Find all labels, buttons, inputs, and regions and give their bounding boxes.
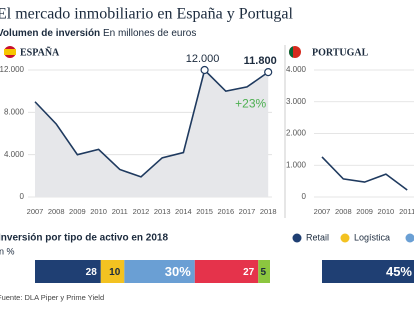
point [264, 68, 273, 77]
annotation: 11.800 [244, 55, 277, 67]
bar-label: 45% [386, 264, 412, 279]
legend-dot [292, 233, 302, 243]
bar-label: 28 [86, 267, 98, 278]
y-tick-label: 4.000 [286, 65, 307, 74]
x-tick-label: 2012 [133, 207, 150, 216]
bar-title: Inversión por tipo de activo en 2018 [0, 233, 168, 244]
y-tick-label: 0 [302, 192, 307, 201]
flag-spain-band [4, 49, 16, 55]
x-tick-label: 2010 [90, 207, 107, 216]
bar-unit: En % [0, 246, 15, 256]
area [35, 70, 269, 197]
x-tick-label: 2016 [217, 207, 234, 216]
bar-label: 10 [109, 267, 121, 278]
x-tick-label: 2007 [314, 207, 331, 216]
legend-dot [405, 233, 414, 243]
x-tick-label: 2015 [196, 207, 213, 216]
panel-title: ESPAÑA [20, 46, 60, 58]
x-tick-label: 2011 [112, 207, 128, 216]
y-tick-label: 1.000 [286, 160, 307, 169]
x-tick-label: 2013 [154, 207, 171, 216]
y-tick-label: 12.000 [0, 65, 25, 74]
y-tick-label: 4.000 [4, 150, 25, 159]
y-tick-label: 8.000 [4, 107, 25, 116]
bar-label: 30% [165, 264, 191, 279]
bar-segment [100, 260, 125, 283]
bar-segment [322, 260, 414, 283]
source: Fuente: DLA Piper y Prime Yield [0, 293, 104, 302]
x-tick-label: 2007 [27, 207, 44, 216]
x-tick-label: 2010 [378, 207, 395, 216]
bar-segment [258, 260, 270, 283]
bar-label: 27 [243, 267, 255, 278]
bar-segment [194, 260, 259, 283]
x-tick-label: 2011 [399, 207, 414, 216]
bar-segment [124, 260, 195, 283]
subtitle: Volumen de inversión En millones de euro… [0, 28, 196, 39]
annotation: 12.000 [186, 53, 220, 65]
legend-dot [340, 233, 350, 243]
point [200, 65, 209, 75]
x-tick-label: 2009 [356, 207, 373, 216]
bar-segment [35, 260, 101, 283]
y-tick-label: 3.000 [286, 97, 307, 106]
panel-title: PORTUGAL [312, 47, 369, 58]
legend-label: Retail [306, 232, 329, 242]
flag-portugal-band [288, 46, 293, 58]
x-tick-label: 2008 [48, 207, 65, 216]
subtitle-bold: Volumen de inversión [0, 28, 100, 39]
x-tick-label: 2009 [69, 207, 86, 216]
y-tick-label: 2.000 [286, 129, 307, 138]
x-tick-label: 2008 [335, 207, 352, 216]
x-tick-label: 2018 [260, 207, 277, 216]
x-tick-label: 2014 [175, 207, 192, 216]
subtitle-rest: En millones de euros [103, 28, 196, 39]
legend-label: Logística [354, 232, 390, 242]
line [321, 156, 408, 191]
annotation: +23% [235, 96, 266, 110]
y-tick-label: 0 [20, 192, 25, 201]
line [34, 68, 269, 178]
x-tick-label: 2017 [239, 207, 256, 216]
title: El mercado inmobiliario en España y Port… [0, 6, 293, 23]
bar-label: 5 [260, 267, 266, 278]
